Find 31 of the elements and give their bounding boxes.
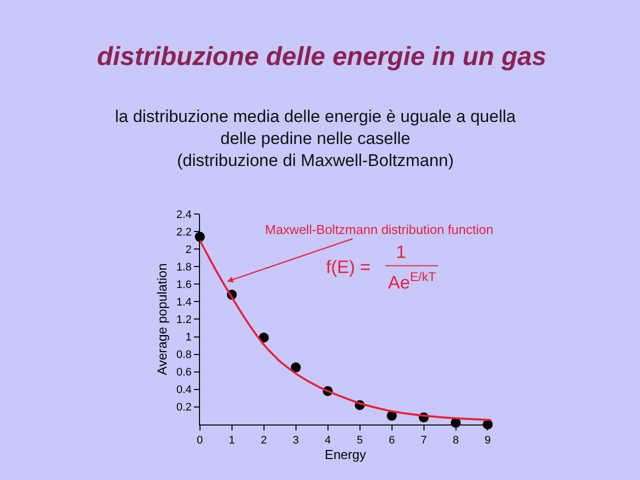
y-tick-label: 1.8 [176, 261, 192, 274]
y-tick-label: 1.4 [176, 296, 192, 309]
x-tick-label: 3 [292, 434, 299, 447]
chart-title: distribuzione delle energie in un gas [97, 41, 546, 71]
x-tick-label: 2 [260, 434, 267, 447]
y-tick-label: 2.4 [176, 208, 192, 221]
annotation: Maxwell-Boltzmann distribution function [265, 222, 494, 237]
annotation: 1 [396, 242, 406, 262]
x-tick-label: 4 [324, 434, 331, 447]
y-tick-label: 0.8 [176, 349, 192, 362]
annotation: f(E) = [326, 257, 371, 277]
y-tick-label: 0.6 [176, 366, 192, 379]
x-tick-label: 1 [228, 434, 235, 447]
x-tick-label: 9 [484, 434, 491, 447]
y-tick-label: 0.2 [176, 402, 192, 414]
annotation: Ae$^{E/kT}$ [388, 270, 436, 293]
x-tick-label: 5 [356, 434, 363, 447]
y-tick-label: 2.2 [176, 226, 192, 238]
y-tick-label: 1 [186, 332, 192, 344]
x-tick-label: 6 [388, 434, 395, 447]
x-axis-title: Energy [324, 447, 366, 462]
y-tick-label: 1.6 [176, 278, 192, 291]
point [290, 362, 301, 372]
y-tick-label: 1.2 [176, 314, 192, 326]
chart-subtitle: la distribuzione media delle energie è uguale a quella delle pedine nelle caselle (distribuzione di Maxwell-Boltzmann) [115, 107, 516, 170]
y-axis-title: Average population [154, 263, 170, 376]
y-tick-label: 0.4 [176, 384, 192, 396]
y-tick-label: 2 [186, 244, 192, 256]
x-tick-label: 7 [420, 434, 427, 447]
x-tick-label: 8 [452, 434, 459, 447]
x-tick-label: 0 [196, 434, 203, 447]
